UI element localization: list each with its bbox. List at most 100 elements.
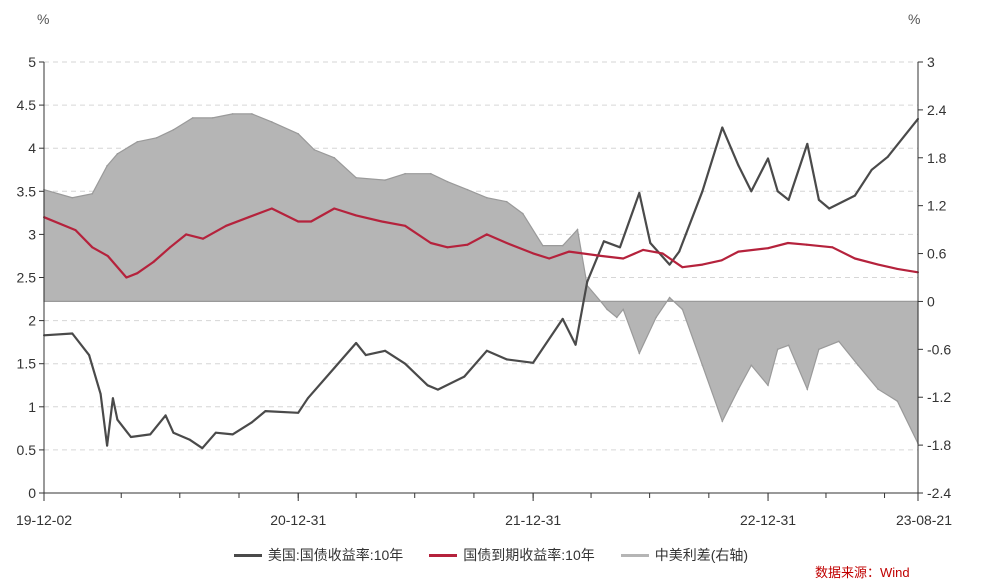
spread-point xyxy=(251,113,253,115)
spread-point xyxy=(606,308,608,311)
spread-point xyxy=(896,400,899,403)
spread-point xyxy=(466,188,469,191)
us-10y-point xyxy=(463,375,466,378)
cn-10y-point xyxy=(701,263,704,266)
x-tick-label: 19-12-02 xyxy=(16,512,72,528)
us-10y-point xyxy=(619,246,621,249)
cn-10y-point xyxy=(136,272,139,275)
us-10y-point xyxy=(828,207,831,210)
us-10y-point xyxy=(574,343,577,346)
cn-10y-point xyxy=(622,257,625,260)
x-tick-label: 23-08-21 xyxy=(896,512,952,528)
us-10y-point xyxy=(306,397,309,400)
us-10y-point xyxy=(776,190,779,193)
yield-lines-layer xyxy=(43,117,919,450)
us-10y-point xyxy=(172,431,175,434)
us-10y-point xyxy=(561,317,564,320)
spread-point xyxy=(561,244,564,247)
us-10y-point xyxy=(111,397,114,400)
cn-10y-point xyxy=(169,246,172,249)
cn-10y-point xyxy=(642,248,645,251)
right-axis-unit: % xyxy=(908,11,920,27)
us-10y-point xyxy=(201,447,204,450)
us-10y-point xyxy=(870,168,873,171)
cn-10y-point xyxy=(681,266,684,269)
us-10y-point xyxy=(853,194,856,197)
left-axis-unit: % xyxy=(37,11,49,27)
cn-10y-point xyxy=(404,224,407,227)
right-tick-label: 3 xyxy=(927,54,935,70)
us-10y-point xyxy=(638,192,641,194)
cn-10y-point xyxy=(466,243,469,246)
legend-swatch-spread xyxy=(620,553,649,557)
cn-10y-point xyxy=(505,242,508,244)
us-10y-point xyxy=(297,411,300,414)
us-10y-point xyxy=(99,392,102,395)
us-10y-point xyxy=(806,142,809,145)
cn-10y-point xyxy=(485,233,488,236)
spread-point xyxy=(136,141,139,143)
cn-10y-point xyxy=(247,216,250,219)
cn-10y-point xyxy=(599,254,602,257)
spread-point xyxy=(838,340,840,343)
cn-10y-point xyxy=(446,246,449,249)
x-tick-label: 20-12-31 xyxy=(270,512,326,528)
us-10y-point xyxy=(164,414,167,417)
cn-10y-point xyxy=(297,220,300,223)
spread-point xyxy=(616,316,618,319)
spread-point xyxy=(776,348,779,351)
series-area-spread xyxy=(43,113,919,444)
us-10y-point xyxy=(333,367,336,369)
spread-point xyxy=(750,364,753,367)
spread-point xyxy=(91,192,94,195)
spread-point xyxy=(505,200,508,203)
axes: 0 0.5 1 1.5 2 2.5 3 3.5 4 4.5 5 -2.4 -1.8 -1.2 -0.6 0 0.… xyxy=(16,54,952,528)
right-tick-label: -1.2 xyxy=(927,389,951,405)
cn-10y-point xyxy=(896,267,899,270)
us-10y-point xyxy=(436,388,439,391)
spread-point xyxy=(622,308,624,311)
spread-point xyxy=(787,344,790,347)
spread-point xyxy=(655,316,657,319)
cn-10y-point xyxy=(877,263,880,266)
cn-10y-point xyxy=(91,246,94,249)
x-tick-label: 21-12-31 xyxy=(505,512,561,528)
spread-point xyxy=(333,157,336,159)
us-10y-point xyxy=(106,444,109,447)
us-10y-point xyxy=(129,436,132,438)
us-10y-point xyxy=(264,410,267,413)
spread-point xyxy=(404,172,406,175)
us-10y-point xyxy=(149,433,152,436)
cn-10y-point xyxy=(185,233,188,236)
left-tick-label: 0 xyxy=(28,485,36,501)
chart-canvas: 0 0.5 1 1.5 2 2.5 3 3.5 4 4.5 5 -2.4 -1.8 -1.2 -0.6 0 0.… xyxy=(16,11,952,528)
cn-10y-point xyxy=(805,243,808,246)
left-tick-label: 2 xyxy=(28,313,36,329)
us-10y-point xyxy=(586,280,589,283)
cn-10y-point xyxy=(853,257,856,260)
left-tick-label: 0.5 xyxy=(17,442,37,458)
spread-point xyxy=(576,228,579,231)
spread-area-layer xyxy=(43,113,919,445)
us-10y-point xyxy=(88,354,91,357)
us-10y-point xyxy=(188,438,191,441)
spread-point xyxy=(116,153,119,155)
spread-point xyxy=(857,364,859,367)
spread-point xyxy=(172,129,175,131)
legend-item-spread: 中美利差(右轴) xyxy=(620,545,748,565)
us-10y-point xyxy=(250,421,253,424)
spread-point xyxy=(430,172,432,175)
cn-10y-point xyxy=(787,242,789,244)
us-10y-point xyxy=(602,240,605,243)
cn-10y-point xyxy=(767,247,769,250)
legend-item-cn-10y: 国债到期收益率:10年 xyxy=(429,545,595,565)
cn-10y-point xyxy=(270,207,273,210)
left-tick-label: 1.5 xyxy=(17,356,37,372)
us-10y-point xyxy=(505,358,508,361)
us-10y-point xyxy=(787,198,790,201)
spread-point xyxy=(211,117,214,119)
spread-point xyxy=(701,364,704,367)
legend-swatch-us-10y xyxy=(233,553,262,557)
us-10y-point xyxy=(817,198,820,201)
us-10y-point xyxy=(750,190,753,193)
